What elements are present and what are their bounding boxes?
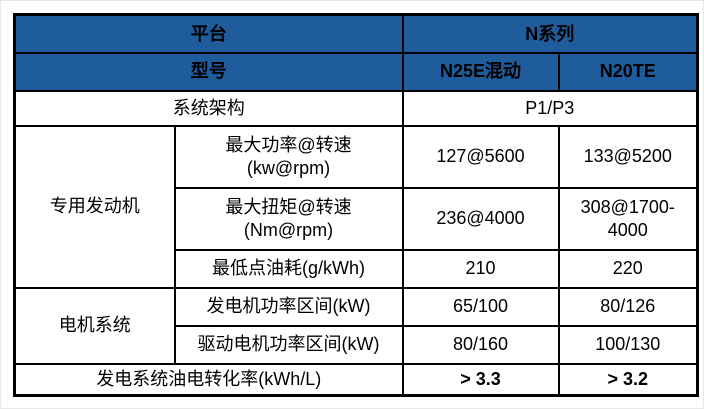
drive-motor-power-n25e-cell: 80/160 [401, 324, 560, 365]
min-fuel-label-cell: 最低点油耗(g/kWh) [173, 248, 404, 289]
model-n20te-cell: N20TE [557, 51, 699, 92]
row-drive-motor-power: 驱动电机功率区间(kW) 80/160 100/130 [15, 324, 699, 365]
min-fuel-n20te-cell: 220 [557, 248, 699, 289]
max-power-label-line2: (kw@rpm) [246, 157, 331, 178]
max-power-n25e-cell: 127@5600 [401, 124, 560, 189]
model-n25e-cell: N25E混动 [401, 51, 560, 92]
drive-motor-power-label-cell: 驱动电机功率区间(kW) [173, 324, 404, 365]
series-header-cell: N系列 [401, 13, 699, 54]
max-torque-n25e-cell: 236@4000 [401, 186, 560, 251]
min-fuel-n25e-cell: 210 [401, 248, 560, 289]
max-torque-label-cell: 最大扭矩@转速 (Nm@rpm) [173, 186, 404, 251]
platform-header-cell: 平台 [13, 13, 404, 54]
max-power-n20te-cell: 133@5200 [557, 124, 699, 189]
max-torque-label-line2: (Nm@rpm) [243, 219, 334, 240]
conversion-n20te-cell: > 3.2 [557, 362, 699, 397]
max-torque-label-line1: 最大扭矩@转速 [225, 197, 352, 217]
header-row-platform: 平台 N系列 [13, 13, 699, 54]
motor-group-cell: 电机系统 [13, 286, 176, 365]
header-row-model: 型号 N25E混动 N20TE [13, 51, 699, 92]
generator-power-label-cell: 发电机功率区间(kW) [173, 286, 404, 327]
max-power-label-cell: 最大功率@转速 (kw@rpm) [173, 124, 404, 189]
row-max-torque: 最大扭矩@转速 (Nm@rpm) 236@4000 308@1700-4000 [15, 186, 699, 251]
architecture-label-cell: 系统架构 [13, 89, 404, 127]
row-generator-power: 电机系统 发电机功率区间(kW) 65/100 80/126 [13, 286, 699, 365]
conversion-label-cell: 发电系统油电转化率(kWh/L) [13, 362, 404, 397]
row-conversion-rate: 发电系统油电转化率(kWh/L) > 3.3 > 3.2 [13, 362, 699, 397]
architecture-value-cell: P1/P3 [401, 89, 699, 127]
row-architecture: 系统架构 P1/P3 [13, 89, 699, 127]
generator-power-n25e-cell: 65/100 [401, 286, 560, 327]
drive-motor-power-n20te-cell: 100/130 [557, 324, 699, 365]
max-power-label-line1: 最大功率@转速 [225, 135, 352, 155]
row-max-power: 专用发动机 最大功率@转速 (kw@rpm) 127@5600 133@5200 [13, 124, 699, 289]
max-torque-n20te-cell: 308@1700-4000 [557, 186, 699, 251]
model-header-cell: 型号 [13, 51, 404, 92]
row-min-fuel: 最低点油耗(g/kWh) 210 220 [15, 248, 699, 289]
conversion-n25e-cell: > 3.3 [401, 362, 560, 397]
engine-group-cell: 专用发动机 [13, 124, 176, 289]
generator-power-n20te-cell: 80/126 [557, 286, 699, 327]
spec-comparison-table: 平台 N系列 型号 N25E混动 N20TE 系统架构 P1/P3 专用发动机 … [13, 13, 699, 397]
